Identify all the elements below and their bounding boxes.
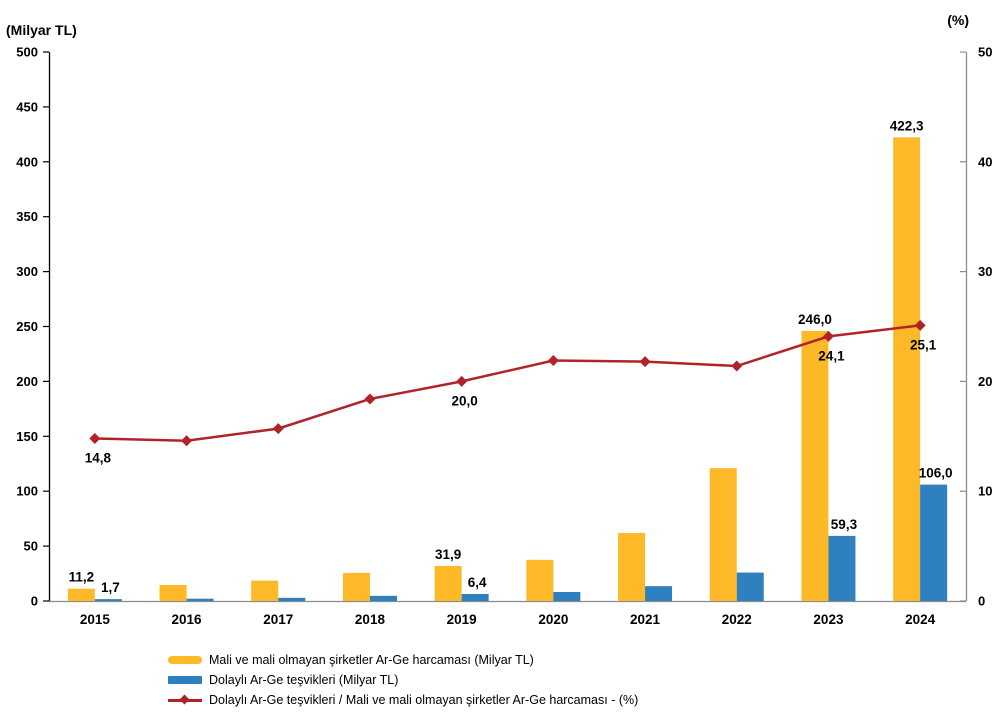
legend-swatch-yellow-bar — [168, 656, 202, 664]
right-axis-tick-label: 20 — [978, 374, 992, 389]
ratio-marker-2017 — [272, 423, 284, 435]
x-axis-year-label: 2020 — [538, 612, 568, 627]
legend-swatch-blue-bar — [168, 676, 202, 684]
ratio-marker-2020 — [547, 355, 559, 367]
data-label-oran-2024: 25,1 — [910, 337, 937, 352]
legend-label-arge-harcamasi: Mali ve mali olmayan şirketler Ar-Ge har… — [209, 653, 534, 667]
ratio-marker-2019 — [456, 375, 468, 387]
left-axis-tick-label: 50 — [24, 539, 38, 554]
data-label-oran-2019: 20,0 — [452, 393, 478, 408]
bar-arge-harcamasi-2015 — [67, 588, 95, 601]
right-axis-title: (%) — [947, 12, 969, 28]
legend-item-arge-harcamasi: Mali ve mali olmayan şirketler Ar-Ge har… — [168, 650, 638, 670]
x-axis-year-label: 2016 — [172, 612, 203, 627]
plot-area: 0 50 100 150 200 250 300 350 400 450 500 0 10 20 30 40 5… — [16, 45, 992, 628]
left-axis-tick-label: 200 — [16, 374, 38, 389]
legend-label-tesvikler: Dolaylı Ar-Ge teşvikleri (Milyar TL) — [209, 673, 399, 687]
ratio-marker-2022 — [731, 360, 743, 372]
ratio-marker-2018 — [364, 393, 376, 405]
bar-arge-harcamasi-2016 — [159, 584, 187, 601]
legend-item-tesvikler: Dolaylı Ar-Ge teşvikleri (Milyar TL) — [168, 670, 638, 690]
bar-arge-harcamasi-2017 — [251, 580, 279, 601]
left-axis-tick-label: 100 — [16, 484, 38, 499]
bar-tesvik-2019 — [461, 593, 489, 601]
left-axis-tick-label: 450 — [16, 99, 38, 114]
bar-arge-harcamasi-2021 — [618, 532, 646, 601]
x-axis-year-label: 2015 — [80, 612, 111, 627]
data-label-tesvik-2015: 1,7 — [101, 580, 120, 595]
legend-swatch-red-line — [168, 694, 202, 705]
ratio-line — [94, 324, 921, 442]
right-axis-tick-label: 30 — [978, 264, 992, 279]
data-label-oran-2023: 24,1 — [818, 348, 845, 363]
legend-diamond-icon — [179, 694, 190, 705]
legend-item-oran: Dolaylı Ar-Ge teşvikleri / Mali ve mali … — [168, 690, 638, 710]
ratio-marker-2015 — [89, 432, 101, 444]
bar-arge-harcamasi-2023 — [801, 330, 829, 601]
left-axis-tick-label: 300 — [16, 264, 38, 279]
ratio-marker-2021 — [639, 356, 651, 368]
x-axis-year-label: 2024 — [905, 612, 936, 627]
x-axis-year-label: 2019 — [447, 612, 477, 627]
legend: Mali ve mali olmayan şirketler Ar-Ge har… — [168, 650, 638, 710]
bar-tesvik-2018 — [369, 595, 397, 601]
data-label-tesvik-2023: 59,3 — [831, 517, 858, 532]
bar-tesvik-2021 — [645, 586, 673, 601]
bar-arge-harcamasi-2024 — [893, 137, 921, 601]
right-axis-tick-label: 0 — [978, 594, 985, 609]
right-axis-tick-label: 10 — [978, 484, 992, 499]
bar-tesvik-2020 — [553, 591, 581, 601]
data-label-arge-harcamasi-2023: 246,0 — [798, 312, 832, 327]
left-axis-tick-label: 350 — [16, 209, 38, 224]
x-axis-year-label: 2021 — [630, 612, 661, 627]
data-label-tesvik-2024: 106,0 — [919, 466, 953, 481]
bar-arge-harcamasi-2020 — [526, 559, 554, 601]
x-axis-year-label: 2022 — [722, 612, 752, 627]
legend-label-oran: Dolaylı Ar-Ge teşvikleri / Mali ve mali … — [209, 693, 639, 707]
left-axis-tick-label: 500 — [16, 45, 38, 60]
left-axis-title: (Milyar TL) — [6, 22, 77, 38]
bar-tesvik-2024 — [920, 484, 948, 601]
left-axis-tick-label: 0 — [31, 594, 38, 609]
bar-arge-harcamasi-2019 — [434, 565, 462, 601]
bar-tesvik-2017 — [278, 597, 306, 601]
ratio-marker-2016 — [181, 435, 193, 447]
data-label-tesvik-2019: 6,4 — [468, 575, 487, 590]
left-axis-tick-label: 150 — [16, 429, 38, 444]
data-label-arge-harcamasi-2019: 31,9 — [435, 547, 461, 562]
bar-tesvik-2016 — [186, 598, 214, 601]
bar-arge-harcamasi-2018 — [342, 572, 370, 601]
ratio-marker-2024 — [914, 319, 926, 331]
x-axis-year-label: 2017 — [263, 612, 293, 627]
left-axis-tick-label: 250 — [16, 319, 38, 334]
left-axis-tick-label: 400 — [16, 154, 38, 169]
bar-tesvik-2022 — [736, 572, 764, 601]
right-axis-tick-label: 50 — [978, 45, 992, 60]
data-label-arge-harcamasi-2015: 11,2 — [69, 570, 95, 585]
x-axis-year-label: 2018 — [355, 612, 386, 627]
data-label-arge-harcamasi-2024: 422,3 — [890, 118, 924, 133]
ratio-marker-2023 — [822, 330, 834, 342]
right-axis-tick-label: 40 — [978, 154, 992, 169]
bar-tesvik-2015 — [94, 599, 122, 601]
data-label-oran-2015: 14,8 — [85, 450, 112, 465]
bar-arge-harcamasi-2022 — [709, 468, 737, 601]
x-axis-year-label: 2023 — [813, 612, 844, 627]
bar-tesvik-2023 — [828, 535, 856, 601]
